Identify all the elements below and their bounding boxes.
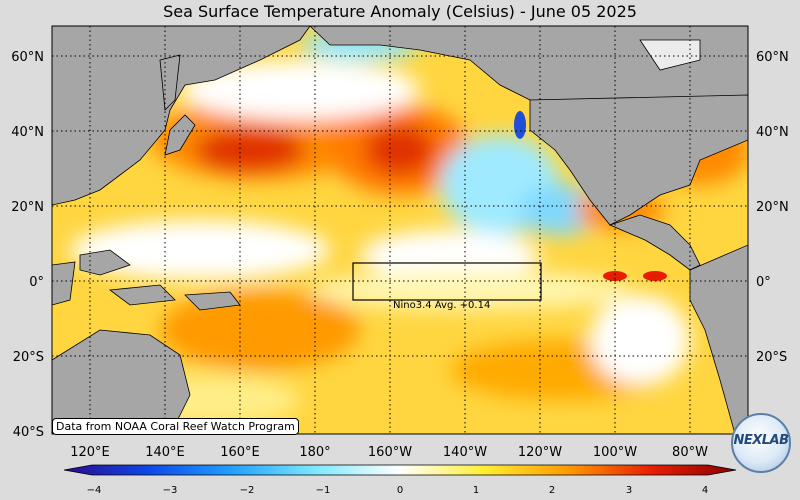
lat-label: 0° bbox=[756, 275, 771, 290]
graticule bbox=[52, 26, 748, 434]
land bbox=[52, 26, 748, 434]
anomaly-field bbox=[52, 26, 748, 434]
lon-label: 120°W bbox=[518, 445, 562, 460]
lon-labels: 120°E 140°E 160°E 180° 160°W 140°W 120°W… bbox=[70, 445, 708, 460]
colorbar-tick: 0 bbox=[397, 485, 403, 496]
lat-labels-left: 60°N 40°N 20°N 0° 20°S 40°S bbox=[11, 50, 44, 440]
lat-label: 20°N bbox=[756, 200, 789, 215]
colorbar-tick: 3 bbox=[626, 485, 632, 496]
colorbar-tick: 2 bbox=[549, 485, 555, 496]
lon-label: 160°W bbox=[368, 445, 412, 460]
colorbar: −4 −3 −2 −1 0 1 2 3 4 bbox=[63, 464, 737, 496]
nino34-label: Nino3.4 Avg. +0.14 bbox=[393, 300, 491, 311]
colorbar-tick: −2 bbox=[240, 485, 255, 496]
lon-label: 120°E bbox=[70, 445, 110, 460]
lon-label: 140°W bbox=[443, 445, 487, 460]
lat-label: 20°S bbox=[756, 350, 787, 365]
lat-label: 60°N bbox=[11, 50, 44, 65]
lat-label: 0° bbox=[29, 275, 44, 290]
colorbar-tick: 1 bbox=[473, 485, 479, 496]
nino34-box bbox=[352, 262, 542, 301]
map-title: Sea Surface Temperature Anomaly (Celsius… bbox=[163, 2, 637, 21]
colorbar-tick: −3 bbox=[163, 485, 178, 496]
colorbar-tick: 4 bbox=[702, 485, 708, 496]
lon-label: 180° bbox=[299, 445, 330, 460]
lat-label: 40°N bbox=[756, 125, 789, 140]
nexlab-logo: NEXLAB bbox=[731, 413, 791, 473]
lat-label: 40°N bbox=[11, 125, 44, 140]
lon-label: 160°E bbox=[220, 445, 260, 460]
lat-label: 40°S bbox=[13, 425, 44, 440]
lat-label: 60°N bbox=[756, 50, 789, 65]
lon-label: 100°W bbox=[593, 445, 637, 460]
colorbar-tick: −4 bbox=[87, 485, 102, 496]
lon-label: 80°W bbox=[672, 445, 708, 460]
lat-label: 20°S bbox=[13, 350, 44, 365]
lat-label: 20°N bbox=[11, 200, 44, 215]
colorbar-tick: −1 bbox=[316, 485, 331, 496]
map-frame bbox=[51, 25, 749, 435]
lat-labels-right: 60°N 40°N 20°N 0° 20°S bbox=[756, 50, 789, 365]
colorbar-ticks: −4 −3 −2 −1 0 1 2 3 4 bbox=[87, 485, 709, 496]
logo-text: NEXLAB bbox=[733, 433, 789, 448]
lon-label: 140°E bbox=[145, 445, 185, 460]
data-credit: Data from NOAA Coral Reef Watch Program bbox=[52, 418, 299, 435]
